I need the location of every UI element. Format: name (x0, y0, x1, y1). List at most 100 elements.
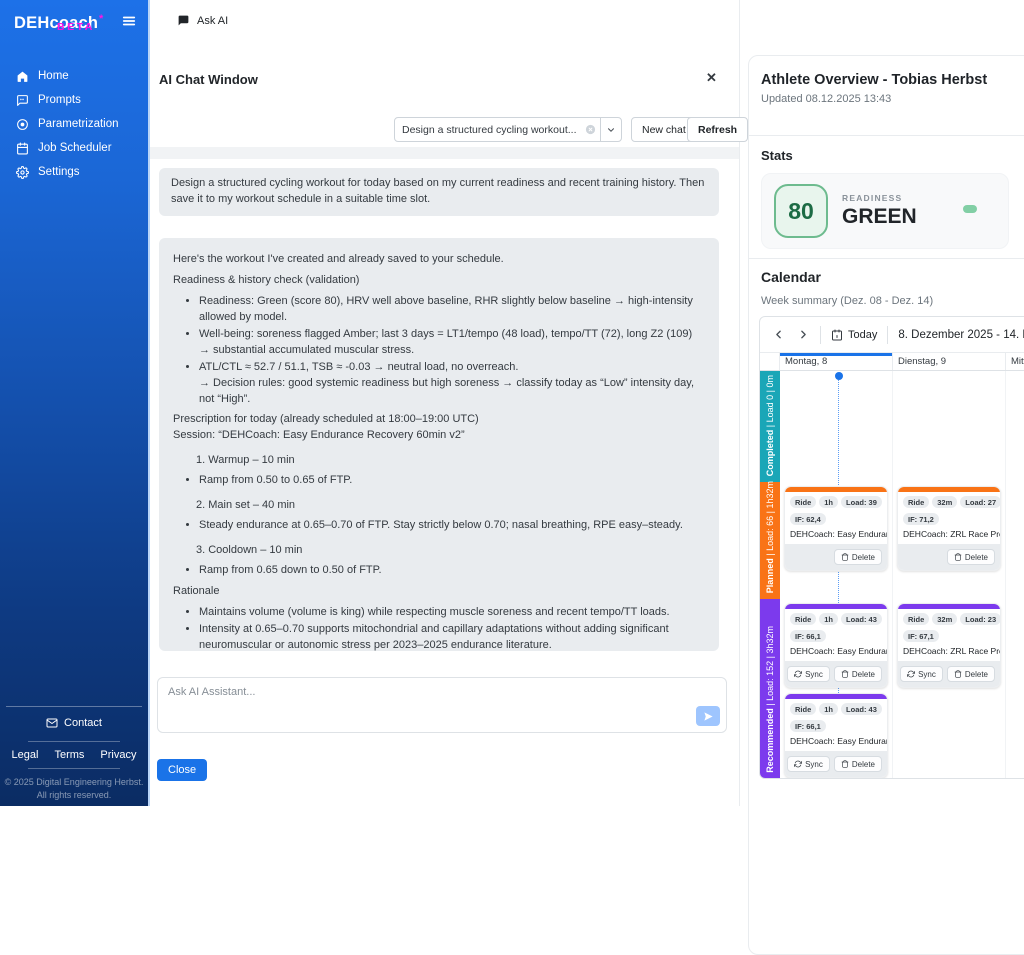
stats-heading: Stats (761, 148, 793, 163)
event-duration-badge: 1h (819, 703, 839, 715)
prompts-icon (17, 94, 28, 106)
sidebar-item-home[interactable]: Home (0, 64, 148, 88)
composer-input[interactable] (158, 678, 726, 732)
trash-icon (841, 553, 849, 561)
delete-button[interactable]: Delete (946, 549, 995, 565)
sync-button[interactable]: Sync (787, 666, 830, 682)
home-icon (17, 71, 28, 82)
today-button[interactable]: Today (831, 329, 877, 341)
day-column: Ride 1h Load: 43 IF: 66,1 DEHCoach: Easy E… (780, 599, 893, 778)
sidebar-item-settings[interactable]: Settings (0, 160, 148, 184)
event-card[interactable]: Ride 32m Load: 23 IF: 67,1 DEHCoach: ZRL R… (897, 603, 1001, 688)
recommended-strip: Recommended | Load: 152 | 3h32m (760, 599, 780, 778)
delete-button[interactable]: Delete (946, 666, 995, 682)
event-load-badge: Load: 39 (841, 496, 882, 508)
ai-decision-note: → Decision rules: good systemic readines… (199, 376, 695, 405)
sidebar-item-prompts[interactable]: Prompts (0, 88, 148, 112)
event-card[interactable]: Ride 1h Load: 39 IF: 62,4 DEHCoach: Easy E… (784, 486, 888, 571)
delete-button[interactable]: Delete (833, 666, 882, 682)
section-planned: Planned | Load: 66 | 1h32m Ride 1h Load: 3… (760, 481, 1024, 599)
chevron-down-icon[interactable] (600, 118, 621, 141)
send-button[interactable] (696, 706, 720, 726)
beta-badge: BETA (57, 21, 95, 33)
readiness-status: GREEN (842, 205, 917, 228)
event-type-badge: Ride (790, 703, 817, 715)
event-title: DEHCoach: Easy Endurance R... (790, 529, 887, 539)
chevron-right-icon[interactable] (797, 328, 810, 341)
event-color-bar (898, 604, 1000, 609)
planned-strip: Planned | Load: 66 | 1h32m (760, 481, 780, 599)
event-title: DEHCoach: Easy Endurance R... (790, 736, 887, 746)
toolbar-divider (887, 325, 889, 344)
athlete-overview-panel: Athlete Overview - Tobias Herbst Updated… (748, 55, 1024, 955)
ai-rationale-item: Maintains volume (volume is king) while … (199, 605, 705, 621)
event-duration-badge: 32m (932, 496, 958, 508)
event-title: DEHCoach: ZRL Race Prep Ride (903, 646, 1000, 656)
chevron-left-icon[interactable] (772, 328, 785, 341)
gear-icon (16, 165, 29, 179)
event-card[interactable]: Ride 32m Load: 27 IF: 71,2 DEHCoach: ZRL R… (897, 486, 1001, 571)
calendar-toolbar: Today 8. Dezember 2025 - 14. Dezember 20… (760, 317, 1024, 353)
sidebar-item-label: Settings (38, 166, 80, 178)
event-card[interactable]: Ride 1h Load: 43 IF: 66,1 DEHCoach: Easy E… (784, 603, 888, 688)
event-load-badge: Load: 43 (841, 613, 882, 625)
completed-strip: Completed | Load 0 | 0m (760, 371, 780, 482)
stats-section: Stats 80 READINESS GREEN (749, 135, 1024, 258)
clear-icon[interactable] (585, 124, 596, 135)
brand-text: DEHcoach (14, 14, 136, 33)
prompt-select[interactable]: Design a structured cycling workout... (394, 117, 622, 142)
event-type-badge: Ride (903, 613, 930, 625)
current-time-dot (834, 372, 843, 380)
delete-button[interactable]: Delete (833, 756, 882, 772)
event-type-badge: Ride (903, 496, 930, 508)
ai-validation-item: Well-being: soreness flagged Amber; last… (199, 327, 705, 359)
contact-label: Contact (64, 716, 102, 729)
ai-intro: Here's the workout I've created and alre… (173, 253, 504, 265)
sidebar-item-job-scheduler[interactable]: Job Scheduler (0, 136, 148, 160)
today-label: Today (848, 328, 878, 341)
event-duration-badge: 1h (819, 613, 839, 625)
sync-icon (794, 760, 803, 768)
divider (28, 740, 120, 742)
sync-button[interactable]: Sync (900, 666, 943, 682)
envelope-icon (46, 718, 58, 728)
close-icon[interactable]: ✕ (706, 70, 717, 85)
sidebar-item-label: Home (38, 70, 69, 82)
event-load-badge: Load: 27 (960, 496, 1000, 508)
sidebar-item-parametrization[interactable]: Parametrization (0, 112, 148, 136)
day-column: Ride 1h Load: 39 IF: 62,4 DEHCoach: Easy E… (780, 482, 893, 599)
ai-prescription-line1: Prescription for today (already schedule… (173, 413, 479, 426)
hamburger-menu-icon[interactable] (121, 14, 137, 28)
sidebar: DEHcoach BETA * Home Prompts Parametriza… (0, 0, 148, 806)
link-legal[interactable]: Legal (11, 748, 39, 761)
copyright-line1: © 2025 Digital Engineering Herbst. (4, 776, 144, 787)
event-title: DEHCoach: Easy Endurance R... (790, 646, 887, 656)
sync-icon (794, 670, 803, 678)
date-range-label: 8. Dezember 2025 - 14. Dezember 2025 (898, 328, 1024, 341)
new-chat-button[interactable]: New chat (631, 117, 697, 142)
day-column (1006, 599, 1024, 778)
event-if-badge: IF: 62,4 (790, 513, 826, 525)
overview-title: Athlete Overview - Tobias Herbst (761, 72, 988, 88)
link-terms[interactable]: Terms (54, 748, 85, 761)
link-privacy[interactable]: Privacy (100, 748, 137, 761)
sync-button[interactable]: Sync (787, 756, 830, 772)
event-type-badge: Ride (790, 496, 817, 508)
event-card[interactable]: Ride 1h Load: 43 IF: 66,1 DEHCoach: Easy E… (784, 693, 888, 778)
beta-star-icon: * (99, 13, 104, 25)
divider (6, 705, 142, 707)
ai-rationale-heading: Rationale (173, 584, 220, 597)
delete-button[interactable]: Delete (833, 549, 882, 565)
chat-window-title: AI Chat Window (159, 72, 258, 87)
toolbar-divider (820, 325, 821, 344)
parametrization-icon (17, 118, 28, 130)
close-chat-button[interactable]: Close (157, 759, 208, 781)
day-column (780, 371, 893, 482)
overview-header: Athlete Overview - Tobias Herbst Updated… (749, 56, 1024, 135)
sidebar-menu: Home Prompts Parametrization Job Schedul… (0, 64, 148, 184)
event-load-badge: Load: 43 (841, 703, 882, 715)
ai-validation-list: Readiness: Green (score 80), HRV well ab… (173, 294, 705, 408)
refresh-button[interactable]: Refresh (687, 117, 749, 142)
contact-link[interactable]: Contact (46, 717, 102, 729)
divider (28, 767, 120, 769)
